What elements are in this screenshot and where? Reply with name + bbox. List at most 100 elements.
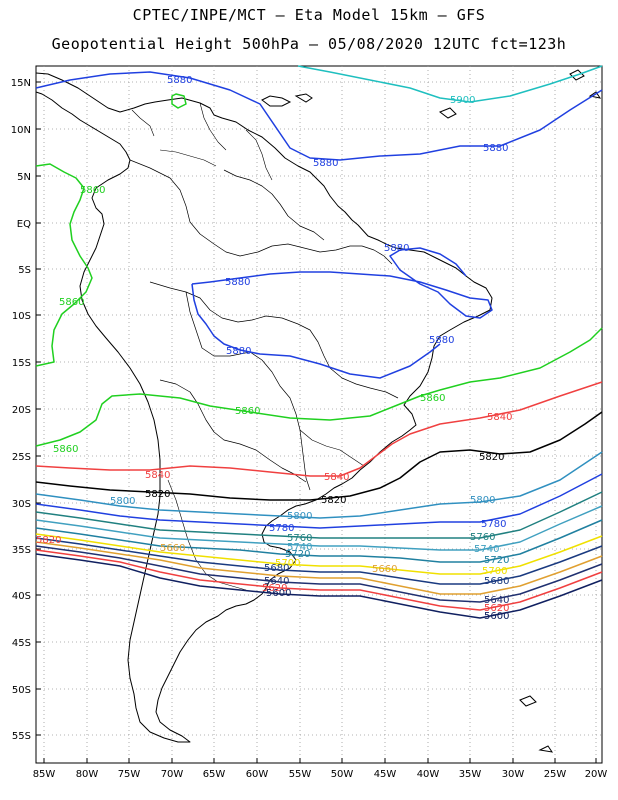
contour-label: 5660: [372, 564, 397, 575]
contour-label: 5700: [482, 566, 507, 577]
contour-label: 5620: [484, 603, 509, 614]
contour-label: 5840: [145, 470, 170, 481]
contour-5800: [35, 451, 603, 519]
contour-label: 5880: [225, 277, 250, 288]
contour-5880-ring: [171, 93, 187, 109]
lon-label: 75W: [118, 769, 141, 780]
contour-label: 5860: [235, 406, 260, 417]
contour-5780: [35, 473, 603, 529]
contour-label: 5880: [226, 346, 251, 357]
latitude-labels: 15N 10N 5N EQ 5S 10S 15S 20S 25S 30S 35S…: [11, 78, 31, 742]
lat-label: 25S: [12, 452, 31, 463]
contour-lines: [35, 65, 603, 619]
contour-label: 5720: [285, 549, 310, 560]
lat-label: 5S: [18, 265, 31, 276]
contour-label: 5800: [110, 496, 135, 507]
contour-5640: [35, 545, 603, 603]
contour-label: 5760: [287, 533, 312, 544]
lon-label: 25W: [544, 769, 567, 780]
lat-label: 30S: [12, 499, 31, 510]
contour-5840: [35, 381, 603, 477]
contour-5700: [35, 533, 603, 575]
lon-label: 30W: [502, 769, 525, 780]
grid: [36, 66, 602, 763]
contour-label: 5860: [59, 297, 84, 308]
contour-label: 5820: [479, 452, 504, 463]
contour-label: 5600: [484, 611, 509, 622]
lat-label: 10S: [12, 311, 31, 322]
map-title-line2: Geopotential Height 500hPa – 05/08/2020 …: [51, 35, 567, 53]
lat-label: 20S: [12, 405, 31, 416]
coastlines: [35, 72, 493, 743]
lat-label: 40S: [12, 591, 31, 602]
contour-label: 5820: [145, 489, 170, 500]
plot-frame: [35, 65, 603, 764]
contour-label: 5700: [275, 558, 300, 569]
contour-label: 5860: [420, 393, 445, 404]
contour-label: 5600: [266, 588, 291, 599]
lon-label: 20W: [585, 769, 608, 780]
contour-labels: 5880 5900 5880 5880 5860 5880 5880 5860 …: [36, 75, 512, 622]
islands: [261, 69, 602, 753]
lat-label: 35S: [12, 545, 31, 556]
contour-5820: [35, 411, 603, 501]
lon-label: 85W: [33, 769, 56, 780]
contour-label: 5840: [324, 472, 349, 483]
lat-label: EQ: [17, 219, 31, 230]
lat-label: 10N: [11, 125, 31, 136]
contour-label: 5820: [321, 495, 346, 506]
contour-label: 5880: [313, 158, 338, 169]
longitude-labels: 85W 80W 75W 70W 65W 60W 55W 50W 45W 40W …: [33, 769, 608, 780]
axis-ticks: [36, 81, 597, 763]
contour-label: 5860: [80, 185, 105, 196]
contour-label: 5820: [36, 535, 61, 546]
contour-label: 5860: [53, 444, 78, 455]
contour-label: 5620: [262, 583, 287, 594]
contour-label: 5800: [287, 511, 312, 522]
lon-label: 70W: [161, 769, 184, 780]
lon-label: 40W: [417, 769, 440, 780]
contour-5720: [35, 519, 603, 563]
contour-5680: [35, 537, 603, 585]
lat-label: 55S: [12, 731, 31, 742]
contour-5900: [297, 65, 603, 103]
lon-label: 60W: [246, 769, 269, 780]
contour-5860-main: [35, 327, 603, 447]
contour-label: 5640: [484, 595, 509, 606]
contour-5860-west: [35, 163, 93, 367]
contour-label: 5720: [484, 555, 509, 566]
contour-label: 5760: [470, 532, 495, 543]
lon-label: 65W: [203, 769, 226, 780]
contour-5880-inner: [191, 247, 493, 319]
contour-5620: [35, 549, 603, 611]
contour-label: 5740: [287, 542, 312, 553]
contour-label: 5680: [484, 576, 509, 587]
contour-5600: [35, 553, 603, 619]
contour-5760: [35, 491, 603, 539]
contour-5660: [35, 541, 603, 595]
contour-5880-north: [35, 71, 603, 161]
lat-label: 50S: [12, 685, 31, 696]
contour-label: 5680: [264, 563, 289, 574]
contour-label: 5780: [481, 519, 506, 530]
contour-label: 5660: [160, 543, 185, 554]
contour-label: 5880: [429, 335, 454, 346]
lon-label: 55W: [289, 769, 312, 780]
contour-label: 5780: [269, 523, 294, 534]
lat-label: 15S: [12, 358, 31, 369]
lon-label: 50W: [331, 769, 354, 780]
lon-label: 45W: [374, 769, 397, 780]
map-title-line1: CPTEC/INPE/MCT – Eta Model 15km – GFS: [132, 6, 486, 24]
contour-label: 5640: [264, 576, 289, 587]
lat-label: 15N: [11, 78, 31, 89]
contour-label: 5840: [487, 412, 512, 423]
contour-label: 5900: [450, 95, 475, 106]
lon-label: 80W: [76, 769, 99, 780]
contour-label: 5800: [470, 495, 495, 506]
contour-label: 5880: [167, 75, 192, 86]
lat-label: 45S: [12, 638, 31, 649]
contour-label: 5740: [474, 544, 499, 555]
contour-label: 5880: [384, 243, 409, 254]
lon-label: 35W: [459, 769, 482, 780]
